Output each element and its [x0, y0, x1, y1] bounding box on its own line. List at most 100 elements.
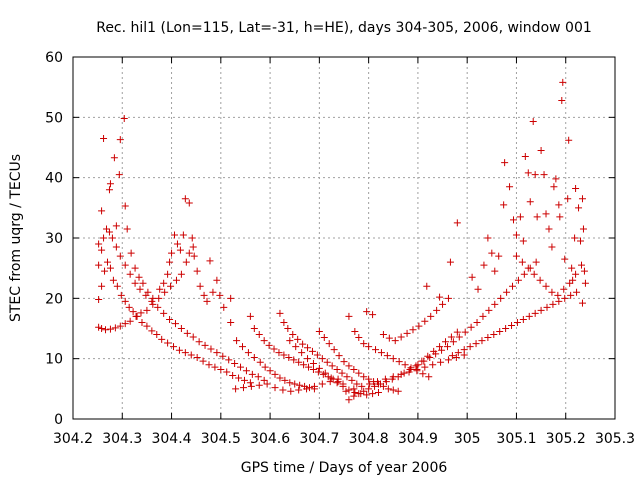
data-point — [509, 216, 517, 224]
data-point — [318, 355, 326, 363]
data-point — [502, 325, 510, 332]
data-point — [550, 183, 558, 191]
data-point — [579, 225, 587, 233]
data-point — [260, 337, 268, 345]
data-point — [578, 299, 586, 307]
data-point — [98, 325, 106, 332]
data-point — [532, 258, 540, 266]
data-point — [116, 322, 124, 330]
data-point — [526, 198, 534, 206]
data-point — [137, 309, 145, 317]
data-point — [213, 349, 221, 357]
data-point — [449, 338, 457, 346]
y-tick-label: 50 — [45, 110, 63, 126]
data-point — [333, 379, 341, 387]
data-point — [271, 384, 279, 392]
data-point — [217, 366, 225, 374]
y-tick-label: 40 — [45, 171, 63, 187]
data-point — [206, 257, 214, 265]
data-point — [554, 291, 562, 299]
data-point — [166, 258, 174, 266]
data-point — [296, 381, 304, 389]
data-point — [491, 267, 499, 275]
data-point — [116, 252, 124, 260]
data-point — [531, 309, 539, 317]
data-point — [109, 276, 117, 284]
data-point — [351, 328, 359, 336]
data-point — [305, 363, 313, 371]
data-point — [326, 378, 334, 386]
data-point — [552, 175, 560, 183]
data-point — [170, 343, 178, 351]
data-point — [193, 353, 201, 361]
data-point — [473, 318, 481, 326]
data-point — [280, 351, 288, 359]
data-point — [365, 385, 373, 393]
data-point — [231, 359, 239, 367]
data-point — [340, 358, 348, 366]
data-point — [389, 373, 397, 381]
data-point — [413, 366, 421, 374]
data-point — [185, 249, 193, 257]
data-point — [181, 349, 189, 357]
x-tick-label: 304.7 — [299, 431, 339, 447]
data-point — [569, 276, 577, 284]
data-point — [148, 297, 156, 305]
data-point — [436, 293, 444, 301]
data-point — [330, 346, 338, 354]
data-point — [531, 171, 539, 179]
data-point — [397, 333, 405, 341]
data-point — [144, 288, 152, 296]
data-point — [467, 323, 475, 331]
data-point — [558, 96, 566, 104]
data-point — [153, 331, 161, 339]
data-point — [495, 252, 503, 260]
data-point — [543, 303, 551, 311]
data-point — [377, 349, 385, 357]
data-point — [389, 386, 397, 394]
data-point — [250, 325, 258, 332]
data-point — [403, 329, 411, 337]
data-point — [350, 392, 358, 400]
data-point — [519, 237, 527, 245]
data-point — [103, 258, 111, 266]
data-point — [345, 386, 353, 394]
y-tick-label: 60 — [45, 50, 63, 66]
data-point — [381, 375, 389, 383]
data-point — [500, 201, 508, 209]
data-point — [304, 344, 312, 352]
data-point — [263, 380, 271, 388]
data-point — [333, 366, 341, 374]
data-point — [360, 387, 368, 395]
data-point — [98, 246, 106, 254]
data-point — [438, 346, 446, 354]
data-point — [415, 322, 423, 330]
data-point — [100, 134, 108, 142]
data-point — [201, 341, 209, 349]
data-point — [121, 297, 129, 305]
grid-lines — [73, 57, 615, 419]
data-point — [102, 326, 110, 334]
data-point — [529, 118, 537, 126]
data-point — [181, 195, 189, 203]
data-point — [112, 243, 120, 251]
data-point — [409, 326, 417, 334]
data-point — [321, 369, 329, 377]
data-point — [353, 380, 361, 388]
data-point — [497, 294, 505, 302]
data-point — [313, 351, 321, 359]
data-point — [555, 297, 563, 305]
data-point — [559, 78, 567, 86]
data-point — [105, 228, 113, 236]
data-point — [436, 343, 444, 351]
x-tick-labels: 304.2 304.3 304.4 304.5 304.6 304.7 304.8 304.9… — [53, 431, 635, 447]
data-point — [127, 249, 135, 257]
data-point — [131, 279, 139, 287]
data-point — [286, 337, 294, 345]
data-point — [164, 270, 172, 278]
data-point — [421, 317, 429, 325]
data-point — [227, 294, 235, 302]
data-point — [345, 396, 353, 404]
x-tick-label: 304.9 — [398, 431, 438, 447]
